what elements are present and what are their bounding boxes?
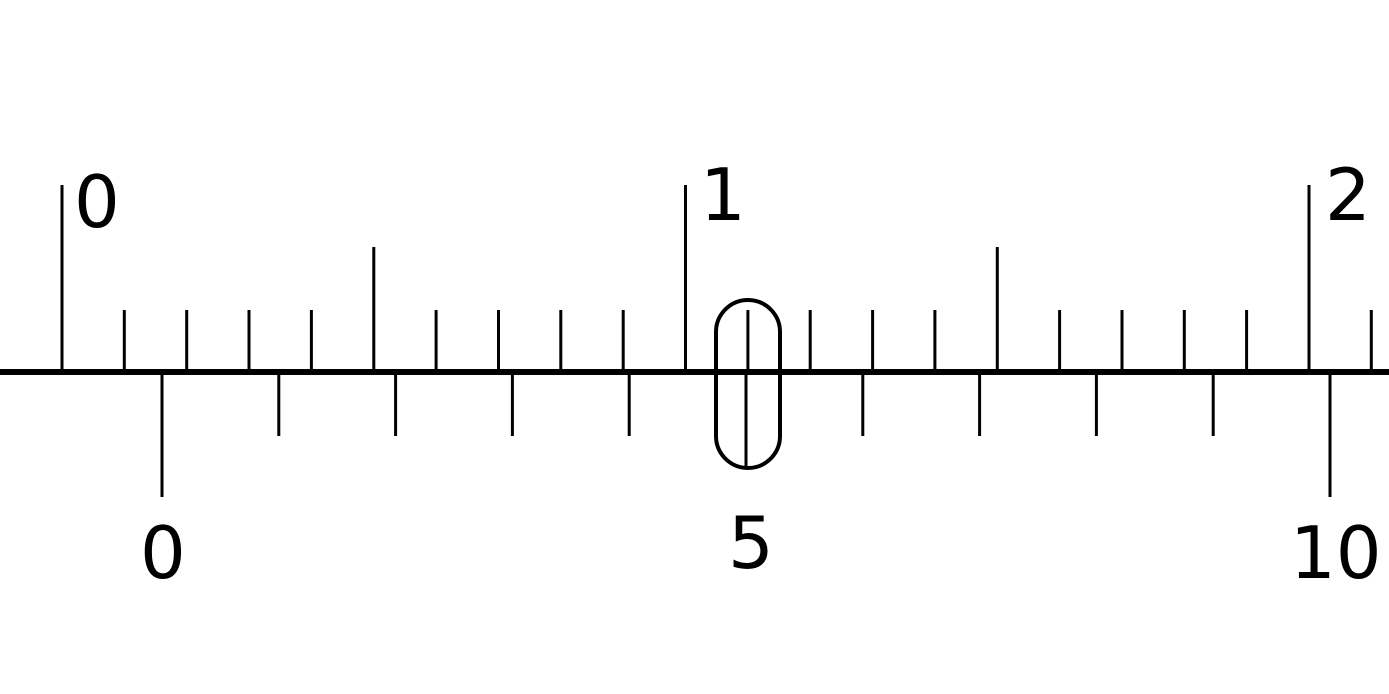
main-label-0: 0 [74, 160, 120, 244]
main-label-2: 2 [1325, 153, 1371, 237]
vernier-label-5: 5 [728, 501, 774, 585]
vernier-label-10: 10 [1290, 511, 1382, 595]
vernier-label-0: 0 [140, 511, 186, 595]
main-label-1: 1 [700, 153, 746, 237]
